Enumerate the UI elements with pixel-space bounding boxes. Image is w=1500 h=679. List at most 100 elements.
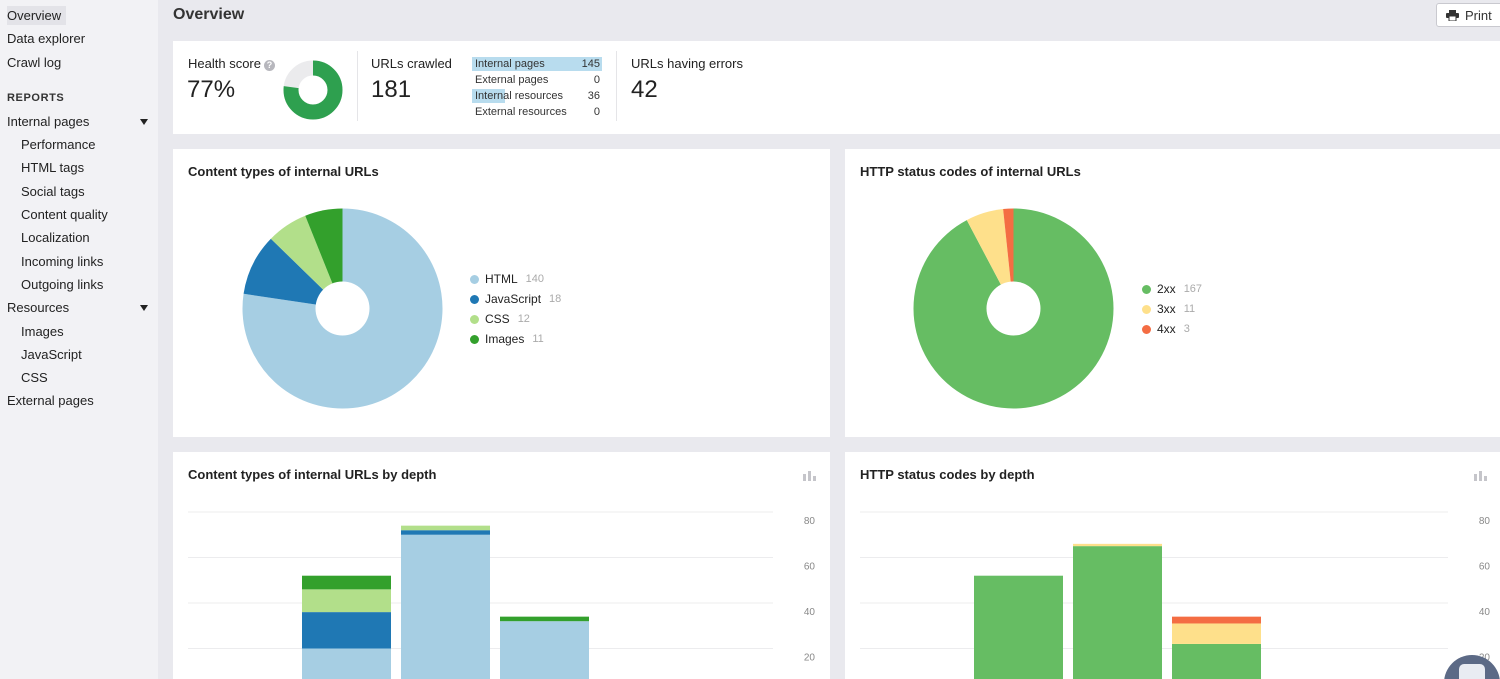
y-tick-label: 60: [1479, 562, 1491, 573]
bar-segment-html[interactable]: [401, 534, 490, 679]
legend-label: Images: [485, 332, 525, 346]
legend-item-3xx[interactable]: 3xx 11: [1142, 299, 1202, 319]
sidebar-item-html-tags[interactable]: HTML tags: [21, 160, 85, 176]
sidebar-item-localization[interactable]: Localization: [21, 230, 90, 246]
crawl-row-internal-resources[interactable]: Internal resources 36: [472, 88, 602, 104]
sidebar-item-javascript[interactable]: JavaScript: [21, 346, 82, 362]
card-title: Content types of internal URLs by depth: [188, 467, 437, 482]
bar-segment-images[interactable]: [302, 575, 391, 590]
sidebar-item-label: Crawl log: [7, 54, 62, 70]
pie-slice-css[interactable]: [270, 215, 343, 309]
legend-item-4xx[interactable]: 4xx 3: [1142, 319, 1202, 339]
crawl-breakdown-table: Internal pages 145 External pages 0 Intern…: [472, 56, 602, 120]
status-codes-card: HTTP status codes of internal URLs 2xx 16…: [845, 149, 1500, 437]
crawl-row-value: 145: [581, 58, 600, 70]
content-types-legend: HTML 140 JavaScript 18 CSS 12 Images 11: [470, 269, 561, 349]
bar-segment-2xx[interactable]: [1073, 546, 1162, 679]
legend-item-images[interactable]: Images 11: [470, 329, 561, 349]
bar-segment-2xx[interactable]: [1172, 643, 1261, 679]
caret-down-icon[interactable]: [140, 118, 148, 125]
sidebar-item-crawl-log[interactable]: Crawl log: [0, 52, 158, 75]
legend-label: CSS: [485, 312, 510, 326]
crawl-row-value: 36: [587, 90, 600, 102]
divider: [616, 51, 617, 121]
bar-segment-css[interactable]: [302, 589, 391, 613]
crawl-row-name: Internal resources: [475, 90, 564, 102]
y-tick-label: 80: [804, 516, 816, 527]
crawl-row-external-resources[interactable]: External resources 0: [472, 104, 602, 120]
legend-count: 12: [517, 313, 530, 325]
sidebar-item-incoming-links[interactable]: Incoming links: [21, 253, 104, 269]
legend-dot: [470, 334, 479, 344]
chat-icon: [1459, 664, 1485, 679]
card-title: Content types of internal URLs: [188, 164, 379, 179]
crawl-row-internal-pages[interactable]: Internal pages 145: [472, 56, 602, 72]
bar-chart-icon[interactable]: [1474, 470, 1487, 481]
sidebar-item-overview[interactable]: Overview: [0, 5, 158, 28]
crawl-row-bar: [472, 57, 602, 71]
sidebar-item-label: Overview: [7, 6, 67, 25]
crawl-row-name: External resources: [475, 106, 567, 118]
legend-item-javascript[interactable]: JavaScript 18: [470, 289, 561, 309]
card-title: HTTP status codes by depth: [860, 467, 1035, 482]
pie-hole: [986, 281, 1041, 336]
sidebar-item-data-explorer[interactable]: Data explorer: [0, 28, 158, 51]
legend-dot: [470, 274, 479, 284]
bar-segment-images[interactable]: [500, 616, 589, 622]
legend-item-2xx[interactable]: 2xx 167: [1142, 279, 1202, 299]
bar-chart-icon[interactable]: [803, 470, 816, 481]
crawl-row-external-pages[interactable]: External pages 0: [472, 72, 602, 88]
pie-slice-3xx[interactable]: [966, 209, 1014, 309]
sidebar-item-outgoing-links[interactable]: Outgoing links: [21, 276, 104, 292]
help-icon[interactable]: ?: [263, 60, 275, 71]
legend-count: 167: [1183, 283, 1203, 295]
urls-errors-label: URLs having errors: [631, 56, 743, 71]
status-codes-pie-chart: [913, 208, 1114, 409]
sidebar-item-performance[interactable]: Performance: [21, 137, 96, 153]
health-score-label-text: Health score: [188, 56, 261, 71]
pie-slice-javascript[interactable]: [243, 238, 343, 309]
bar-segment-html[interactable]: [302, 648, 391, 679]
legend-item-html[interactable]: HTML 140: [470, 269, 561, 289]
bar-segment-4xx[interactable]: [1172, 616, 1261, 624]
legend-count: 11: [1183, 303, 1196, 315]
content-types-pie-chart: [242, 208, 443, 409]
urls-errors-value: 42: [631, 76, 658, 103]
content-depth-card: Content types of internal URLs by depth …: [173, 452, 830, 679]
bar-segment-html[interactable]: [500, 621, 589, 679]
bar-segment-3xx[interactable]: [1172, 623, 1261, 644]
crawl-row-name: Internal pages: [475, 58, 545, 70]
sidebar-item-css[interactable]: CSS: [21, 370, 48, 386]
legend-count: 18: [549, 293, 562, 305]
y-tick-label: 40: [804, 607, 816, 618]
legend-item-css[interactable]: CSS 12: [470, 309, 561, 329]
bar-segment-javascript[interactable]: [401, 530, 490, 535]
crawl-row-value: 0: [593, 74, 600, 86]
bar-segment-2xx[interactable]: [974, 575, 1063, 679]
content-types-card: Content types of internal URLs HTML 140 Ja…: [173, 149, 830, 437]
sidebar-item-external-pages[interactable]: External pages: [7, 393, 94, 409]
caret-down-icon[interactable]: [140, 305, 148, 312]
bar-segment-css[interactable]: [401, 525, 490, 531]
pie-hole: [315, 281, 370, 336]
health-score-donut: [283, 60, 343, 120]
legend-count: 140: [525, 273, 545, 285]
urls-crawled-value: 181: [371, 76, 412, 103]
card-title: HTTP status codes of internal URLs: [860, 164, 1081, 179]
sidebar-item-social-tags[interactable]: Social tags: [21, 183, 85, 199]
reports-section-heading: REPORTS: [7, 91, 65, 104]
print-button[interactable]: Print: [1436, 3, 1500, 27]
urls-crawled-label: URLs crawled: [371, 56, 452, 71]
sidebar-item-resources[interactable]: Resources: [0, 297, 158, 320]
bar-segment-javascript[interactable]: [302, 612, 391, 649]
sidebar-item-images[interactable]: Images: [21, 323, 64, 339]
sidebar-item-internal-pages[interactable]: Internal pages: [0, 111, 158, 134]
printer-icon: [1446, 9, 1459, 21]
health-score-value: 77%: [187, 76, 236, 103]
bar-segment-3xx[interactable]: [1073, 543, 1162, 547]
sidebar-item-content-quality[interactable]: Content quality: [21, 207, 108, 223]
legend-dot: [470, 314, 479, 324]
summary-card: Health score? 77% URLs crawled 181 Inter…: [173, 41, 1500, 134]
